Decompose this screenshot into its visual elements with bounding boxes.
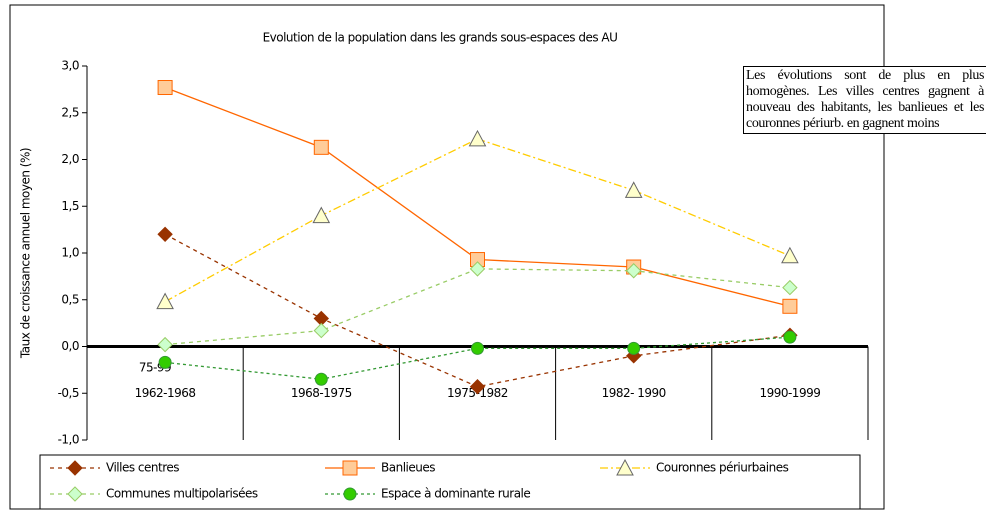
y-axis-label: Taux de croissance annuel moyen (%) bbox=[19, 148, 33, 359]
legend-marker bbox=[67, 486, 83, 502]
chart-border bbox=[9, 4, 885, 510]
data-point bbox=[624, 181, 643, 198]
chart-title: Evolution de la population dans les gran… bbox=[263, 31, 618, 45]
data-point bbox=[469, 378, 486, 395]
series-line bbox=[165, 336, 790, 380]
legend-marker bbox=[616, 458, 634, 476]
data-point bbox=[157, 80, 173, 96]
x-tick-label: 1990-1999 bbox=[759, 386, 820, 400]
series-line bbox=[165, 268, 790, 346]
data-point bbox=[156, 292, 174, 310]
y-tick-label: 2,5 bbox=[61, 105, 79, 119]
legend-marker bbox=[342, 460, 358, 476]
y-tick-label: -1,0 bbox=[58, 433, 79, 447]
y-tick-label: 0,0 bbox=[61, 339, 79, 353]
y-tick-label: -0,5 bbox=[58, 386, 79, 400]
data-point bbox=[313, 322, 330, 339]
data-point bbox=[782, 298, 798, 314]
y-tick-label: 0,5 bbox=[61, 292, 79, 306]
legend-box bbox=[39, 454, 861, 510]
data-point bbox=[782, 279, 798, 296]
data-point bbox=[312, 206, 331, 224]
legend-label: Espace à dominante rurale bbox=[381, 487, 530, 501]
data-point bbox=[471, 341, 484, 355]
data-point bbox=[781, 246, 799, 264]
data-point bbox=[783, 330, 797, 344]
x-tick-label: 1962-1968 bbox=[135, 386, 196, 400]
data-point bbox=[627, 341, 641, 355]
y-tick-label: 2,0 bbox=[61, 152, 79, 166]
y-tick-label: 3,0 bbox=[61, 59, 79, 73]
data-point bbox=[157, 336, 173, 353]
data-point bbox=[314, 372, 328, 386]
y-tick-label: 1,5 bbox=[61, 199, 79, 213]
legend-marker bbox=[67, 460, 83, 476]
x-tick-label: 1982- 1990 bbox=[602, 386, 666, 400]
data-point bbox=[468, 129, 487, 147]
legend-label: Couronnes périurbaines bbox=[656, 461, 789, 475]
legend-label: Communes multipolarisées bbox=[106, 487, 258, 501]
legend-marker bbox=[343, 487, 357, 501]
data-point bbox=[469, 261, 486, 277]
data-point bbox=[313, 139, 329, 155]
legend-label: Banlieues bbox=[381, 461, 435, 475]
note-box: Les évolutions sont de plus en plus homo… bbox=[743, 66, 986, 134]
data-point bbox=[157, 226, 173, 243]
data-point bbox=[158, 355, 172, 369]
x-tick-label: 1968-1975 bbox=[291, 386, 352, 400]
data-point bbox=[625, 263, 642, 279]
y-tick-label: 1,0 bbox=[61, 246, 79, 260]
legend-label: Villes centres bbox=[106, 461, 179, 475]
